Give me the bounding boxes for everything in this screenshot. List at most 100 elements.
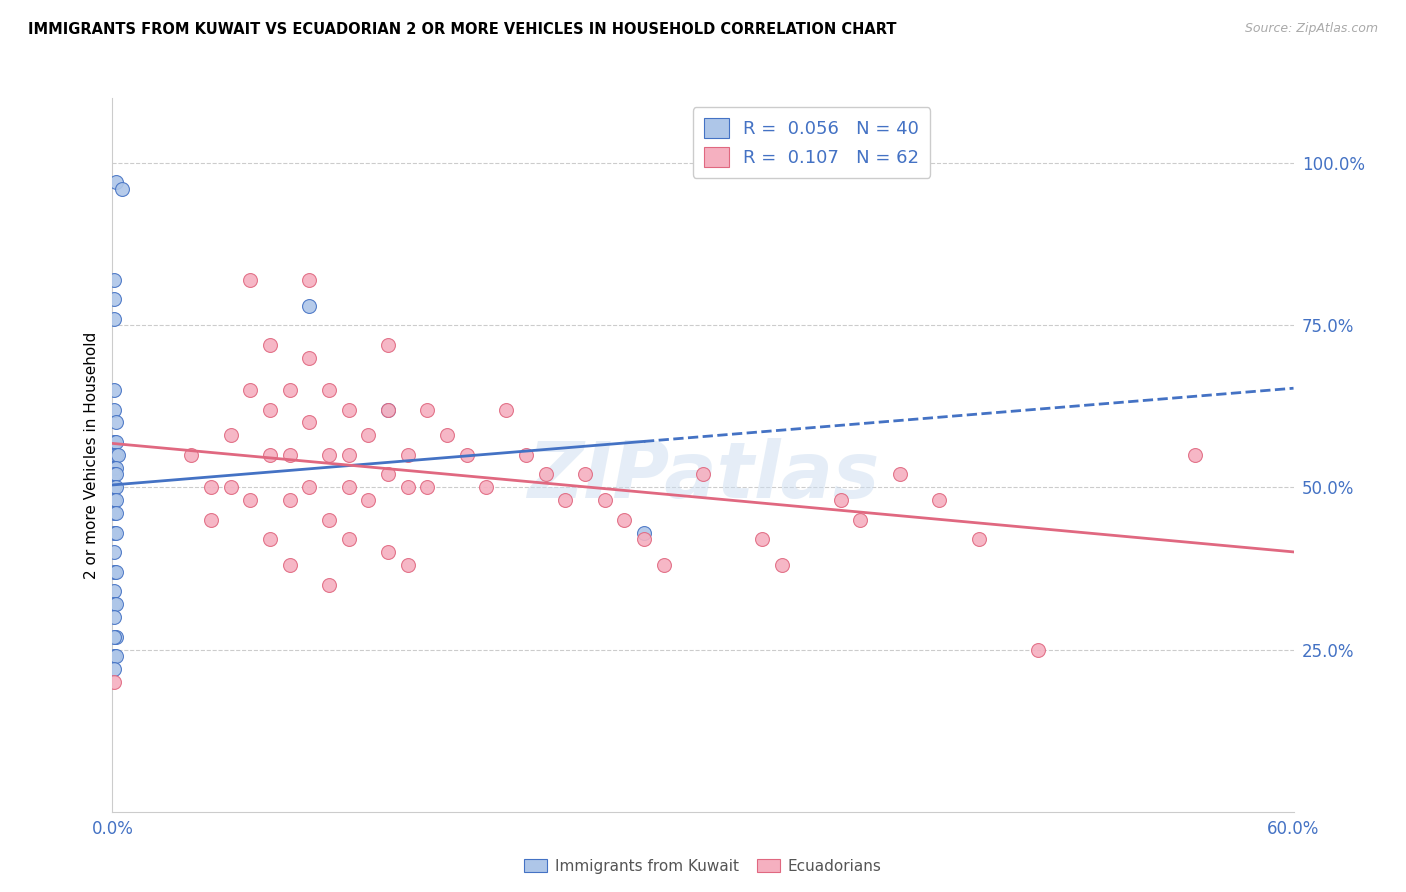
Point (574, 467, 596, 482)
Point (219, 480, 242, 494)
Point (475, 480, 498, 494)
Point (298, 480, 321, 494)
Point (337, 448, 360, 462)
Point (456, 448, 478, 462)
Point (377, 545, 399, 559)
Point (105, 597, 128, 611)
Point (692, 467, 714, 482)
Point (200, 480, 222, 494)
Point (105, 480, 128, 494)
Point (103, 662, 125, 676)
Point (396, 480, 419, 494)
Point (770, 558, 793, 573)
Point (652, 558, 675, 573)
Text: IMMIGRANTS FROM KUWAIT VS ECUADORIAN 2 OR MORE VEHICLES IN HOUSEHOLD CORRELATION: IMMIGRANTS FROM KUWAIT VS ECUADORIAN 2 O… (28, 22, 897, 37)
Point (633, 525, 655, 540)
Point (105, 416, 128, 430)
Point (1026, 642, 1049, 657)
Point (318, 448, 340, 462)
Legend: Immigrants from Kuwait, Ecuadorians: Immigrants from Kuwait, Ecuadorians (519, 853, 887, 880)
Point (318, 513, 340, 527)
Point (103, 448, 125, 462)
Point (278, 493, 301, 508)
Point (278, 558, 301, 573)
Point (377, 402, 399, 417)
Point (103, 467, 125, 482)
Point (318, 383, 340, 397)
Point (105, 565, 128, 579)
Point (278, 448, 301, 462)
Point (103, 506, 125, 520)
Point (105, 525, 128, 540)
Point (103, 584, 125, 599)
Point (337, 480, 360, 494)
Point (495, 402, 517, 417)
Point (593, 493, 616, 508)
Point (751, 533, 773, 547)
Point (298, 299, 321, 313)
Point (259, 448, 281, 462)
Point (103, 434, 125, 449)
Point (105, 448, 128, 462)
Text: Source: ZipAtlas.com: Source: ZipAtlas.com (1244, 22, 1378, 36)
Point (377, 337, 399, 351)
Point (200, 513, 222, 527)
Point (298, 416, 321, 430)
Point (239, 383, 262, 397)
Point (357, 428, 380, 442)
Point (103, 402, 125, 417)
Point (298, 273, 321, 287)
Point (633, 533, 655, 547)
Point (103, 565, 125, 579)
Point (259, 402, 281, 417)
Point (298, 351, 321, 365)
Point (849, 513, 872, 527)
Point (515, 448, 537, 462)
Point (105, 467, 128, 482)
Point (103, 480, 125, 494)
Point (830, 493, 852, 508)
Point (105, 648, 128, 663)
Point (318, 577, 340, 591)
Point (105, 461, 128, 475)
Point (337, 402, 360, 417)
Point (103, 493, 125, 508)
Point (180, 448, 202, 462)
Point (103, 292, 125, 306)
Point (103, 648, 125, 663)
Point (889, 467, 911, 482)
Point (103, 610, 125, 624)
Point (928, 493, 950, 508)
Point (105, 506, 128, 520)
Point (107, 448, 129, 462)
Point (554, 493, 576, 508)
Point (103, 675, 125, 690)
Point (111, 182, 134, 196)
Point (239, 273, 262, 287)
Point (416, 402, 439, 417)
Point (1184, 448, 1206, 462)
Point (259, 337, 281, 351)
Text: ZIPatlas: ZIPatlas (527, 438, 879, 515)
Point (103, 461, 125, 475)
Point (259, 533, 281, 547)
Point (613, 513, 636, 527)
Point (396, 448, 419, 462)
Point (105, 176, 128, 190)
Point (103, 525, 125, 540)
Point (103, 630, 125, 644)
Point (105, 630, 128, 644)
Point (337, 533, 360, 547)
Y-axis label: 2 or more Vehicles in Household: 2 or more Vehicles in Household (84, 331, 100, 579)
Point (105, 434, 128, 449)
Point (377, 467, 399, 482)
Point (377, 402, 399, 417)
Point (103, 311, 125, 326)
Point (357, 493, 380, 508)
Point (534, 467, 557, 482)
Point (239, 493, 262, 508)
Point (436, 428, 458, 442)
Point (278, 383, 301, 397)
Point (103, 383, 125, 397)
Point (103, 273, 125, 287)
